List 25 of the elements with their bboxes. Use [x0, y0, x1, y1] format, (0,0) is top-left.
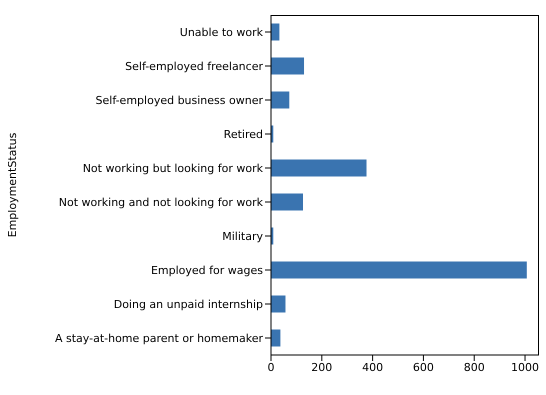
y-tick-label: Military	[222, 230, 264, 243]
bar	[271, 262, 527, 278]
x-tick-label: 200	[311, 360, 332, 374]
x-tick-label: 1000	[511, 360, 540, 374]
bar	[271, 194, 304, 210]
y-tick-label: A stay-at-home parent or homemaker	[54, 332, 264, 345]
y-axis-title: EmploymentStatus	[6, 132, 19, 238]
y-tick-label: Not working and not looking for work	[58, 196, 264, 209]
y-tick-label: Doing an unpaid internship	[114, 298, 264, 311]
y-tick-label: Self-employed freelancer	[125, 60, 264, 73]
x-tick-label: 400	[362, 360, 384, 374]
y-tick-label: Employed for wages	[150, 264, 264, 277]
x-tick-label: 800	[464, 360, 485, 374]
bar	[271, 24, 280, 40]
x-tick-label: 600	[412, 360, 434, 374]
y-tick-label: Retired	[224, 128, 263, 141]
x-tick-label: 0	[268, 360, 274, 374]
bar	[271, 160, 367, 176]
bar	[271, 296, 286, 312]
y-tick-label: Self-employed business owner	[96, 94, 264, 107]
bar	[271, 58, 304, 74]
bar	[271, 92, 290, 108]
y-tick-label: Unable to work	[180, 26, 264, 39]
y-tick-label: Not working but looking for work	[82, 162, 264, 175]
bar	[271, 330, 280, 346]
